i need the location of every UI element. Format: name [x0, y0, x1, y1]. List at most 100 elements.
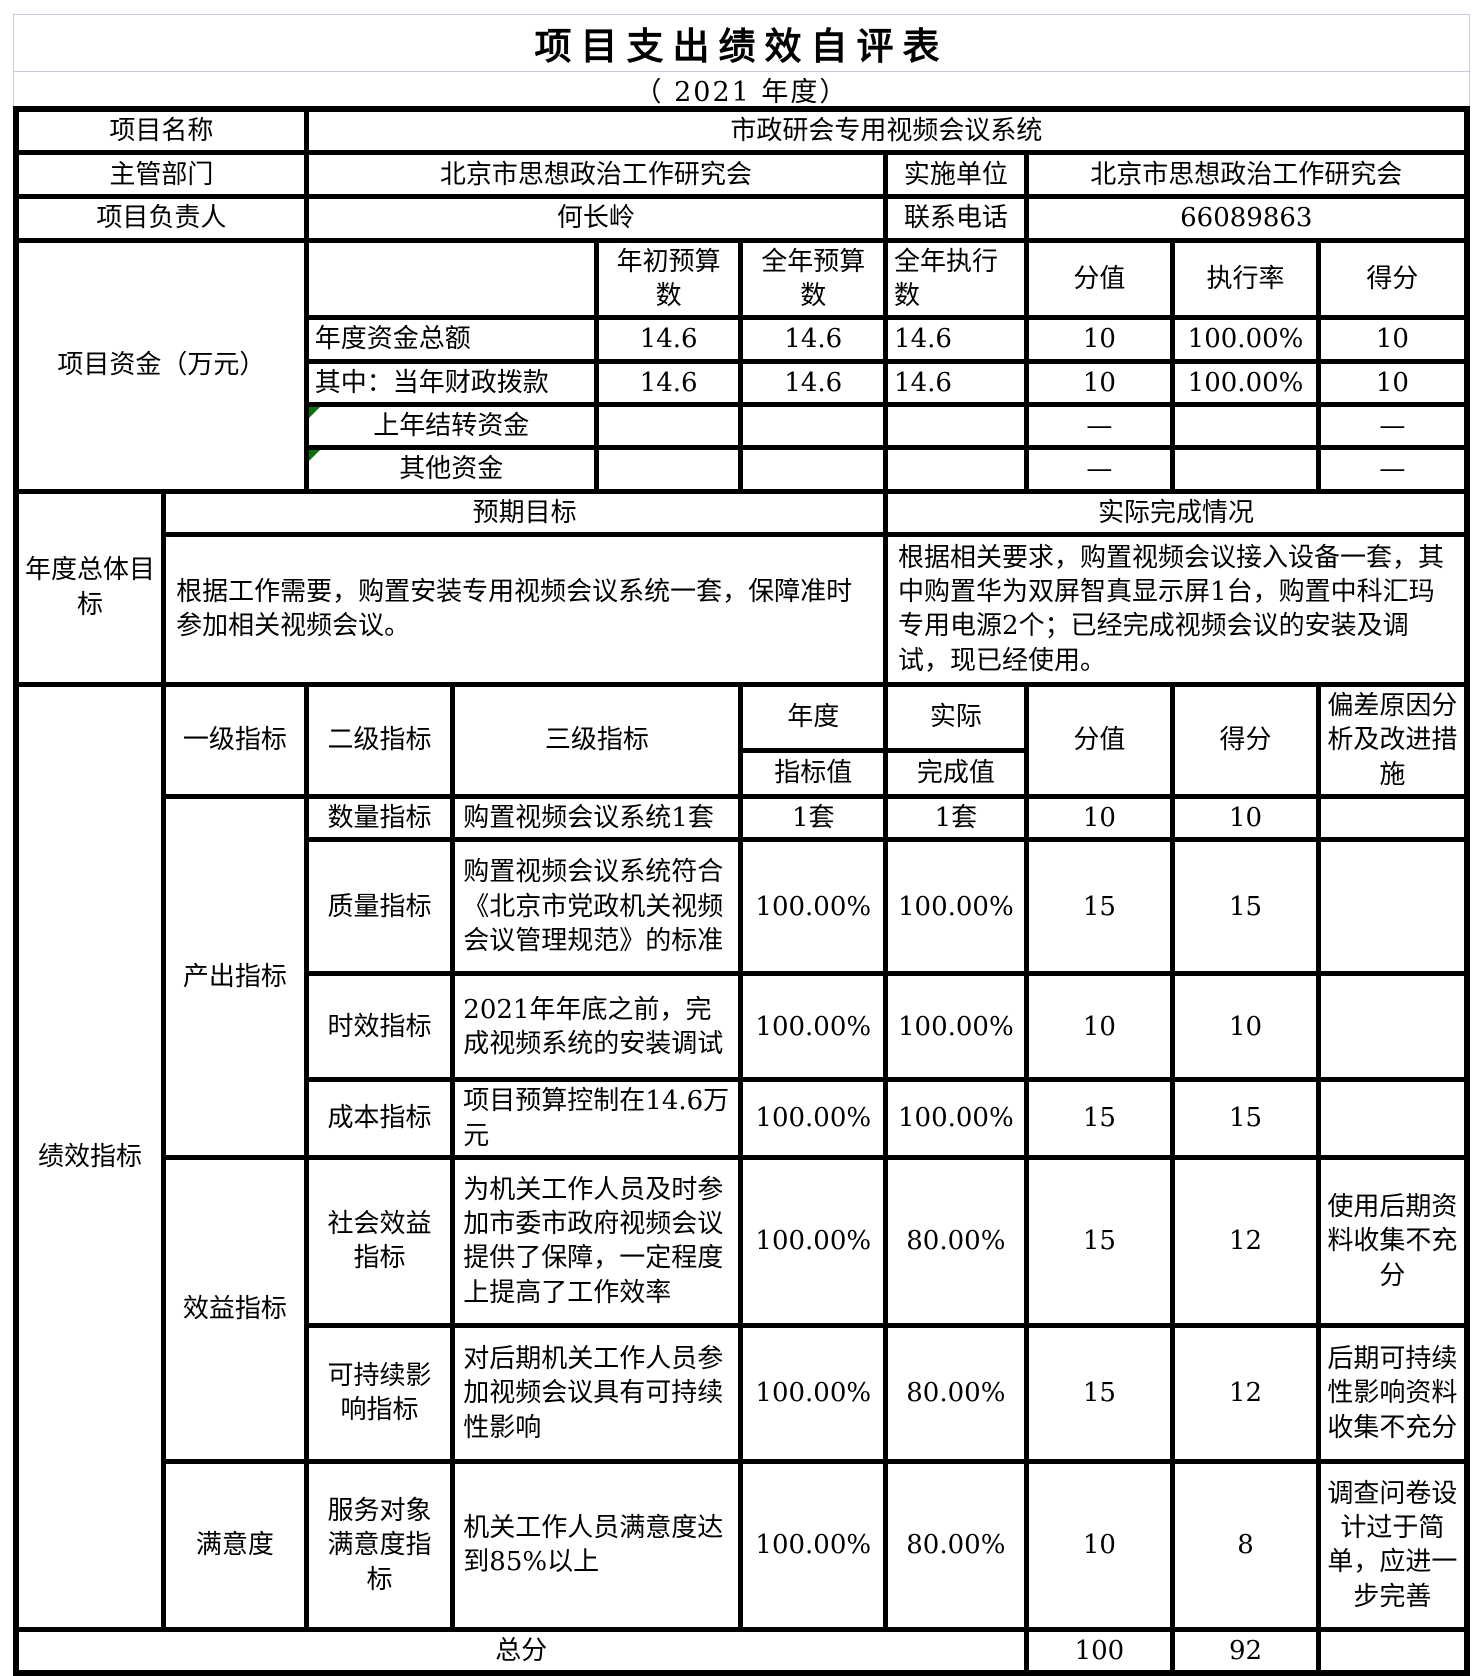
actual-value-cell: 100.00% — [883, 971, 1029, 1083]
funding-cell-exec-rate: 100.00% — [1170, 315, 1321, 364]
score-value-cell: 10 — [1023, 971, 1176, 1083]
funding-header-score: 得分 — [1315, 237, 1470, 321]
deviation-cell — [1315, 971, 1470, 1083]
header-level3: 三级指标 — [450, 682, 744, 799]
score-value-cell: 10 — [1023, 793, 1176, 843]
funding-header-score-value: 分值 — [1023, 237, 1176, 321]
row-dept: 主管部门 北京市思想政治工作研究会 实施单位 北京市思想政治工作研究会 — [13, 150, 1470, 200]
actual-value-cell: 80.00% — [883, 1154, 1029, 1328]
annual-value-cell: 100.00% — [738, 1154, 889, 1328]
leader-label: 项目负责人 — [13, 194, 309, 243]
funding-cell-score: 10 — [1315, 315, 1470, 364]
actual-value-cell: 80.00% — [883, 1458, 1029, 1632]
title-block: 项目支出绩效自评表 （ 2021 年度） — [13, 14, 1470, 108]
leader-value: 何长岭 — [303, 194, 889, 243]
score-value-cell: 15 — [1023, 1077, 1176, 1160]
row-total: 总分 100 92 — [13, 1626, 1470, 1676]
total-score: 92 — [1170, 1626, 1321, 1676]
header-actual-top: 实际 — [883, 682, 1029, 753]
row-indicator-cost: 成本指标 项目预算控制在14.6万元 100.00% 100.00% 15 15 — [16, 1077, 1470, 1160]
actual-value-cell: 100.00% — [883, 837, 1029, 977]
score-value-cell: 10 — [1023, 1458, 1176, 1632]
header-annual-bottom: 指标值 — [738, 748, 889, 800]
level3-cell: 购置视频会议系统符合《北京市党政机关视频会议管理规范》的标准 — [450, 837, 744, 977]
goal-expected-text: 根据工作需要，购置安装专用视频会议系统一套，保障准时参加相关视频会议。 — [161, 531, 889, 688]
funding-cell-score-value: — — [1023, 445, 1176, 494]
row-indicator-sustainability: 可持续影响指标 对后期机关工作人员参加视频会议具有可持续性影响 100.00% … — [16, 1322, 1470, 1464]
funding-cell-full-year — [738, 445, 889, 494]
row-funding-total: 年度资金总额 14.6 14.6 14.6 10 100.00% 10 — [16, 315, 1470, 364]
score-value-cell: 15 — [1023, 837, 1176, 977]
funding-cell-initial: 14.6 — [593, 358, 744, 407]
actual-value-cell: 1套 — [883, 793, 1029, 843]
impl-value: 北京市思想政治工作研究会 — [1023, 150, 1470, 200]
funding-header-full-year: 全年预算数 — [738, 237, 889, 321]
deviation-cell: 使用后期资料收集不充分 — [1315, 1154, 1470, 1328]
header-annual-top: 年度 — [738, 682, 889, 753]
actual-value-cell: 80.00% — [883, 1322, 1029, 1464]
phone-label: 联系电话 — [883, 194, 1029, 243]
header-score-value: 分值 — [1023, 682, 1176, 799]
score-cell: 8 — [1170, 1458, 1321, 1632]
comment-triangle-icon — [311, 409, 320, 418]
score-cell: 10 — [1170, 793, 1321, 843]
funding-cell-initial — [593, 401, 744, 451]
deviation-cell: 调查问卷设计过于简单，应进一步完善 — [1315, 1458, 1470, 1632]
funding-row-label: 其中：当年财政拨款 — [303, 358, 599, 407]
deviation-cell — [1315, 793, 1470, 843]
row-funding-other: 其他资金 — — — [16, 445, 1470, 494]
impl-label: 实施单位 — [883, 150, 1029, 200]
funding-cell-score: — — [1315, 445, 1470, 494]
level1-satisfaction: 满意度 — [161, 1458, 309, 1632]
row-indicator-satisfaction: 满意度 服务对象满意度指标 机关工作人员满意度达到85%以上 100.00% 8… — [16, 1458, 1470, 1632]
level1-benefit: 效益指标 — [161, 1154, 309, 1464]
row-indicator-quality: 质量指标 购置视频会议系统符合《北京市党政机关视频会议管理规范》的标准 100.… — [16, 837, 1470, 977]
funding-row-label: 上年结转资金 — [303, 401, 599, 451]
score-value-cell: 15 — [1023, 1322, 1176, 1464]
level3-cell: 项目预算控制在14.6万元 — [450, 1077, 744, 1160]
phone-value: 66089863 — [1023, 194, 1470, 243]
total-deviation — [1315, 1626, 1470, 1676]
header-level1: 一级指标 — [161, 682, 309, 799]
funding-row-label-text: 上年结转资金 — [373, 410, 530, 441]
page-title: 项目支出绩效自评表 — [14, 15, 1469, 72]
deviation-cell — [1315, 837, 1470, 977]
row-goal-header: 年度总体目标 预期目标 实际完成情况 — [13, 488, 1470, 688]
level3-cell: 对后期机关工作人员参加视频会议具有可持续性影响 — [450, 1322, 744, 1464]
funding-cell-exec-rate: 100.00% — [1170, 358, 1321, 407]
funding-section-label: 项目资金（万元） — [13, 237, 309, 494]
funding-cell-score-value: 10 — [1023, 315, 1176, 364]
annual-value-cell: 100.00% — [738, 1322, 889, 1464]
score-cell: 12 — [1170, 1154, 1321, 1328]
dept-value: 北京市思想政治工作研究会 — [303, 150, 889, 200]
row-funding-header: 项目资金（万元） 年初预算数 全年预算数 全年执行数 分值 执行率 得分 — [13, 237, 1470, 494]
row-funding-carryover: 上年结转资金 — — — [16, 401, 1470, 451]
total-label: 总分 — [13, 1626, 1029, 1676]
row-indicator-quantity: 产出指标 数量指标 购置视频会议系统1套 1套 1套 10 10 — [16, 793, 1470, 1160]
goal-actual-header: 实际完成情况 — [883, 488, 1470, 537]
row-project-name: 项目名称 市政研会专用视频会议系统 — [13, 106, 1470, 156]
level3-cell: 2021年年底之前，完成视频系统的安装调试 — [450, 971, 744, 1083]
funding-cell-exec-rate — [1170, 445, 1321, 494]
row-indicator-timeliness: 时效指标 2021年年底之前，完成视频系统的安装调试 100.00% 100.0… — [16, 971, 1470, 1083]
goal-expected-header: 预期目标 — [161, 488, 889, 537]
level2-cell: 质量指标 — [303, 837, 456, 977]
score-value-cell: 15 — [1023, 1154, 1176, 1328]
row-indicators-subheader: 指标值 完成值 — [16, 748, 1467, 800]
funding-cell-full-year: 14.6 — [738, 358, 889, 407]
funding-row-label: 其他资金 — [303, 445, 599, 494]
level2-cell: 社会效益指标 — [303, 1154, 456, 1328]
funding-cell-score-value: 10 — [1023, 358, 1176, 407]
funding-cell-executed: 14.6 — [883, 358, 1029, 407]
annual-value-cell: 100.00% — [738, 837, 889, 977]
header-score: 得分 — [1170, 682, 1321, 799]
actual-value-cell: 100.00% — [883, 1077, 1029, 1160]
level2-cell: 时效指标 — [303, 971, 456, 1083]
level3-cell: 购置视频会议系统1套 — [450, 793, 744, 843]
goal-section-label: 年度总体目标 — [13, 488, 167, 688]
level1-output: 产出指标 — [161, 794, 309, 1160]
funding-header-exec-rate: 执行率 — [1170, 237, 1321, 321]
row-funding-fiscal: 其中：当年财政拨款 14.6 14.6 14.6 10 100.00% 10 — [16, 358, 1470, 407]
self-evaluation-table: 项目名称 市政研会专用视频会议系统 主管部门 北京市思想政治工作研究会 实施单位… — [13, 106, 1470, 1676]
funding-cell-full-year: 14.6 — [738, 315, 889, 364]
